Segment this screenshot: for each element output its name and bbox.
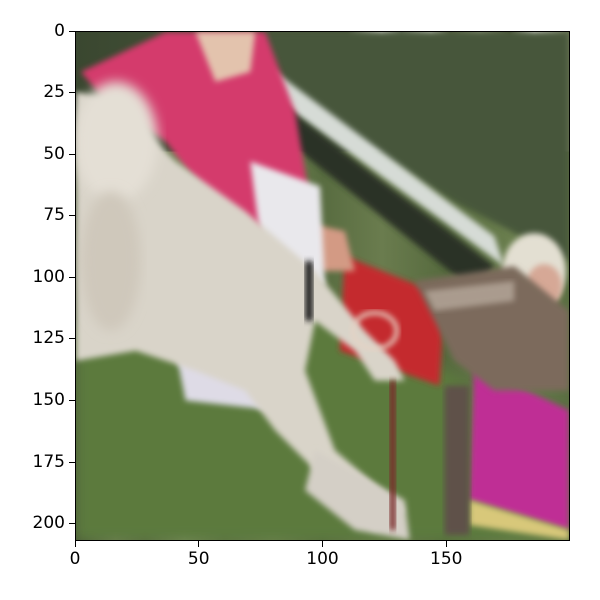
- x-tick-mark: [198, 541, 200, 547]
- x-tick-label: 50: [187, 549, 210, 569]
- x-tick-mark: [322, 541, 323, 547]
- y-tick-label: 150: [32, 390, 65, 411]
- y-tick-mark: [69, 461, 75, 463]
- dog-hind-leg: [305, 450, 410, 540]
- y-tick-mark: [69, 400, 75, 402]
- magenta-sign-board: [469, 365, 569, 531]
- y-tick-mark: [69, 523, 75, 525]
- y-tick-label: 25: [43, 82, 65, 103]
- y-tick-mark: [69, 338, 75, 340]
- y-tick-label: 100: [32, 266, 65, 287]
- y-tick-label: 200: [32, 513, 65, 534]
- handler-neck: [195, 32, 256, 82]
- woman-legs: [444, 385, 470, 536]
- y-tick-label: 75: [43, 205, 65, 226]
- leash-strap: [305, 261, 314, 321]
- x-tick-mark: [74, 541, 76, 547]
- y-tick-label: 50: [43, 143, 65, 164]
- yellow-trim: [469, 500, 569, 540]
- y-tick-mark: [69, 30, 75, 32]
- y-tick-label: 125: [32, 328, 65, 349]
- dog-body: [76, 91, 405, 531]
- y-tick-mark: [69, 92, 75, 94]
- dog-chest: [80, 191, 141, 331]
- dog-head: [76, 81, 158, 202]
- y-tick-mark: [69, 153, 75, 155]
- y-tick-label: 0: [54, 20, 65, 41]
- red-pole: [389, 380, 396, 531]
- x-tick-label: 0: [69, 549, 81, 569]
- y-tick-mark: [69, 215, 75, 217]
- photo: [76, 32, 569, 540]
- y-tick-label: 175: [32, 451, 65, 472]
- x-tick-label: 100: [306, 549, 339, 569]
- image-axes: [75, 31, 570, 541]
- y-tick-mark: [69, 276, 75, 278]
- x-tick-mark: [445, 541, 447, 547]
- white-rail: [225, 41, 505, 267]
- x-tick-label: 150: [430, 549, 463, 569]
- leash-loop: [350, 310, 399, 351]
- tree-foliage: [225, 32, 569, 262]
